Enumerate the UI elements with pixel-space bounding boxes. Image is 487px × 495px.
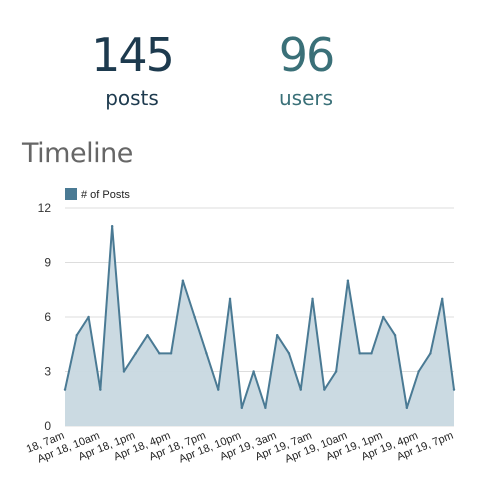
series-line (64, 225, 455, 409)
data-point (275, 333, 279, 337)
data-point (287, 352, 291, 355)
y-tick-label: 9 (44, 256, 51, 270)
data-point (99, 388, 102, 391)
data-point (158, 352, 161, 355)
data-point (252, 370, 255, 373)
data-point (240, 406, 244, 410)
data-point (382, 315, 385, 319)
y-tick-label: 6 (44, 310, 51, 324)
timeline-heading: Timeline (22, 138, 133, 169)
data-point (87, 315, 90, 319)
data-point (193, 315, 196, 319)
users-stat: 96 users (246, 32, 366, 108)
data-point (228, 297, 232, 301)
data-point (122, 370, 126, 373)
data-point (134, 352, 137, 355)
data-point (452, 388, 456, 391)
data-point (217, 388, 220, 391)
data-point (205, 352, 208, 355)
data-point (181, 279, 185, 282)
posts-stat: 145 posts (72, 32, 192, 108)
data-point (110, 224, 114, 228)
data-point (311, 297, 314, 301)
data-point (264, 406, 267, 410)
data-point (169, 352, 173, 355)
y-tick-label: 0 (44, 419, 51, 433)
data-point (346, 279, 350, 282)
y-tick-label: 12 (38, 201, 52, 215)
series-area (65, 226, 454, 426)
data-point (75, 333, 78, 337)
posts-count: 145 (91, 28, 175, 82)
data-point (63, 388, 67, 391)
data-point (146, 333, 149, 337)
legend-swatch (65, 188, 77, 200)
data-point (358, 352, 361, 355)
posts-label: posts (105, 86, 159, 110)
data-point (429, 352, 432, 355)
data-point (405, 406, 409, 410)
data-point (441, 297, 444, 301)
data-point (334, 370, 338, 373)
users-count: 96 (278, 28, 336, 82)
data-point (323, 388, 326, 391)
y-tick-label: 3 (44, 365, 51, 379)
data-point (299, 388, 302, 391)
data-point (370, 352, 373, 355)
data-point (417, 370, 420, 373)
legend-label: # of Posts (81, 189, 130, 201)
users-label: users (278, 86, 334, 110)
data-point (393, 333, 397, 337)
